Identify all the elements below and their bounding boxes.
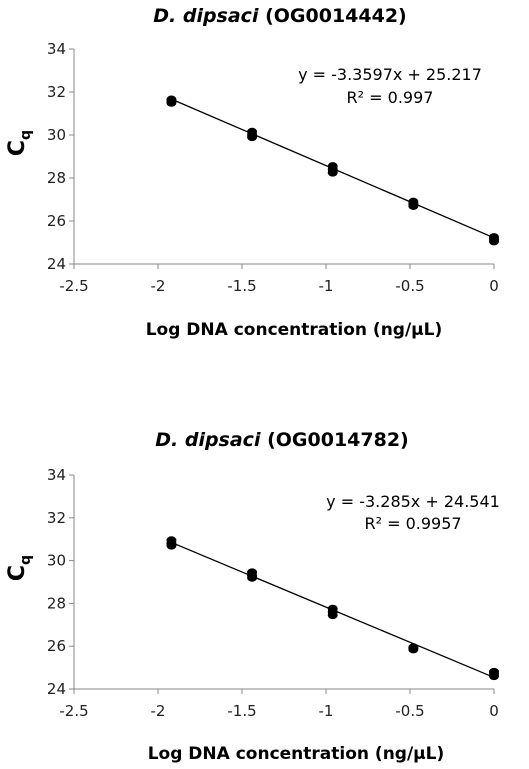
y-tick-label: 26	[47, 637, 66, 655]
y-axis-label-main: C	[5, 565, 30, 581]
x-tick-label: -2	[151, 702, 166, 720]
data-point	[327, 165, 338, 174]
y-axis-label-sub: q	[18, 130, 34, 140]
r-squared-label: R² = 0.997	[347, 88, 434, 107]
y-axis-label: Cq	[5, 130, 34, 156]
y-tick-label: 32	[47, 509, 66, 527]
y-tick-label: 26	[47, 212, 66, 230]
y-tick-label: 30	[47, 126, 66, 144]
x-axis-label: Log DNA concentration (ng/μL)	[146, 320, 443, 340]
chart-title-species: D. dipsaci	[153, 5, 259, 27]
x-tick-label: -1.5	[227, 702, 256, 720]
chart-title: D. dipsaci (OG0014442)	[153, 5, 407, 27]
chart-title: D. dipsaci (OG0014782)	[155, 429, 409, 451]
x-tick-label: -2.5	[59, 702, 88, 720]
x-tick-label: -2.5	[59, 277, 88, 295]
x-tick-label: -1	[319, 277, 334, 295]
y-axis-label-sub: q	[18, 555, 34, 565]
data-point	[408, 644, 419, 653]
trendline-equation: y = -3.3597x + 25.217	[298, 65, 482, 84]
data-point	[489, 235, 499, 244]
plot-area: 24 26 28 30 32 34 -2.5 -2 -1.5 -1 -0.5 0	[47, 40, 499, 295]
data-point	[166, 539, 177, 548]
trendline-equation: y = -3.285x + 24.541	[326, 492, 500, 511]
y-tick-label: 34	[47, 466, 66, 484]
x-tick-label: 0	[489, 702, 499, 720]
x-tick-label: -1.5	[227, 277, 256, 295]
chart-og0014442: D. dipsaci (OG0014442) 24 26 28 30 32 34 -2.5 -…	[5, 5, 499, 340]
y-tick-label: 32	[47, 83, 66, 101]
x-tick-label: -2	[151, 277, 166, 295]
plot-area: 24 26 28 30 32 34 -2.5 -2 -1.5 -1 -0.5 0	[47, 466, 499, 720]
chart-title-id: (OG0014442)	[258, 5, 406, 27]
r-squared-label: R² = 0.9957	[364, 514, 461, 533]
x-tick-label: 0	[489, 277, 499, 295]
chart-og0014782: D. dipsaci (OG0014782) 24 26 28 30 32 34 -2.5 -…	[5, 429, 500, 764]
y-tick-label: 28	[47, 594, 66, 612]
data-point	[247, 131, 258, 139]
x-tick-label: -1	[319, 702, 334, 720]
data-point	[489, 670, 499, 679]
y-axis-label: Cq	[5, 555, 34, 581]
chart-title-species: D. dipsaci	[155, 429, 261, 451]
x-tick-label: -0.5	[395, 702, 424, 720]
data-point	[408, 199, 419, 208]
y-tick-label: 24	[47, 255, 66, 273]
data-point	[327, 607, 338, 616]
y-tick-label: 34	[47, 40, 66, 58]
y-tick-label: 30	[47, 552, 66, 570]
y-tick-label: 24	[47, 680, 66, 698]
data-point	[247, 571, 258, 580]
chart-title-id: (OG0014782)	[260, 429, 408, 451]
x-tick-label: -0.5	[395, 277, 424, 295]
y-axis-label-main: C	[5, 140, 30, 156]
y-tick-label: 28	[47, 169, 66, 187]
x-axis-label: Log DNA concentration (ng/μL)	[148, 744, 445, 764]
data-point	[166, 97, 177, 106]
